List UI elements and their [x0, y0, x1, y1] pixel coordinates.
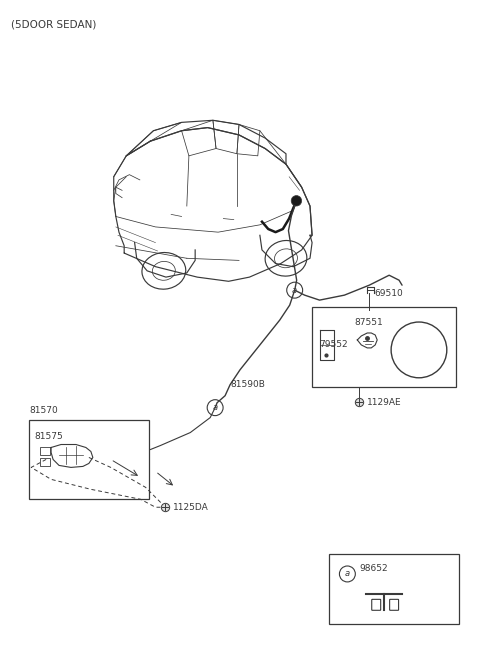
Text: a: a	[292, 285, 297, 295]
Text: 79552: 79552	[320, 340, 348, 350]
Text: 98652: 98652	[360, 564, 388, 573]
Circle shape	[291, 195, 301, 206]
Text: 81590B: 81590B	[230, 380, 265, 389]
Text: 69510: 69510	[374, 289, 403, 298]
Text: a: a	[213, 403, 218, 412]
Text: a: a	[345, 569, 350, 579]
Text: 1129AE: 1129AE	[367, 398, 402, 407]
Text: (5DOOR SEDAN): (5DOOR SEDAN)	[12, 19, 96, 30]
Text: 81575: 81575	[34, 432, 63, 441]
Text: 87551: 87551	[354, 318, 383, 327]
Text: 1125DA: 1125DA	[173, 502, 209, 512]
Text: 81570: 81570	[29, 405, 58, 415]
